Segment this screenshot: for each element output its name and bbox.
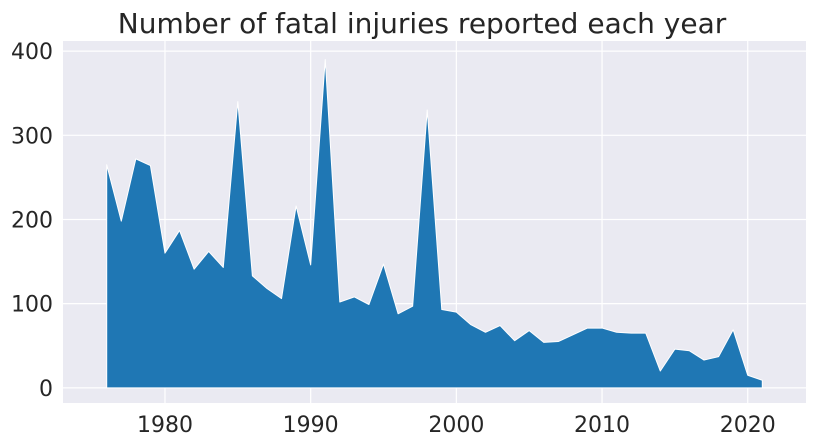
x-tick-label: 2000 — [428, 413, 484, 438]
fatal-injuries-area — [106, 59, 763, 389]
y-tick-label: 300 — [11, 124, 53, 149]
x-tick-label: 2010 — [574, 413, 630, 438]
y-tick-label: 100 — [11, 293, 53, 318]
x-tick-label: 1990 — [283, 413, 339, 438]
y-tick-label: 400 — [11, 40, 53, 65]
y-tick-labels: 0 100 200 300 400 — [11, 40, 53, 402]
x-tick-label: 1980 — [137, 413, 193, 438]
chart-title: Number of fatal injuries reported each y… — [118, 7, 727, 40]
y-tick-label: 200 — [11, 208, 53, 233]
x-tick-label: 2020 — [720, 413, 776, 438]
y-tick-label: 0 — [39, 377, 53, 402]
x-tick-labels: 1980 1990 2000 2010 2020 — [137, 413, 776, 438]
